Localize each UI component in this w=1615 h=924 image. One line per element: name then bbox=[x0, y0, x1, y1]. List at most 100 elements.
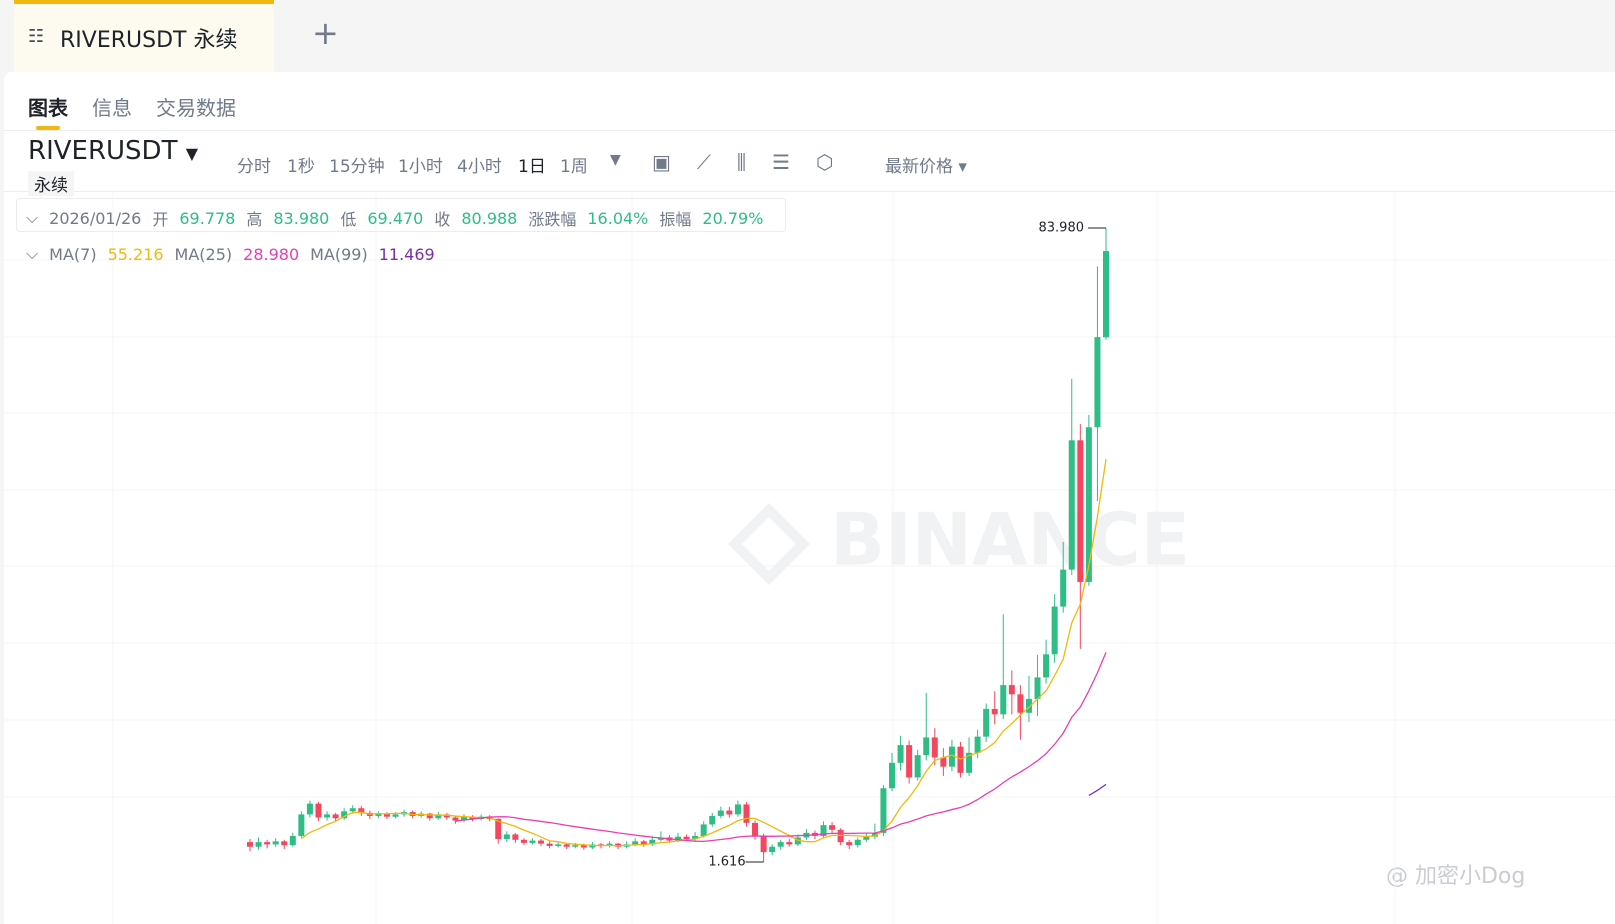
candle-body bbox=[777, 842, 784, 847]
candle-body bbox=[520, 839, 527, 843]
candle-body bbox=[683, 836, 690, 840]
candle-body bbox=[332, 814, 339, 819]
candle-body bbox=[1060, 569, 1067, 607]
interval[interactable]: 1秒 bbox=[287, 157, 315, 177]
readout-row: ⌵ 2026/01/26 开 69.778 高 83.980 低 69.470 收 80.988 涨… bbox=[26, 206, 763, 230]
readout-name: 振幅 bbox=[659, 210, 692, 229]
readout-value: 69.470 bbox=[367, 208, 424, 228]
candle-body bbox=[983, 708, 990, 737]
candle-body bbox=[383, 813, 390, 817]
readout-value: 83.980 bbox=[273, 208, 330, 228]
interval[interactable]: 4小时 bbox=[457, 157, 502, 177]
candle-body bbox=[1025, 698, 1032, 713]
interval[interactable]: 15分钟 bbox=[329, 157, 385, 177]
card bbox=[4, 72, 1615, 924]
ma-line bbox=[1088, 783, 1107, 797]
candle-body bbox=[392, 814, 399, 817]
collapse[interactable]: ⌵ bbox=[26, 208, 39, 227]
candle-body bbox=[289, 835, 296, 846]
candle-body bbox=[709, 815, 716, 825]
ma-name: MA(99) bbox=[310, 244, 368, 264]
price-type[interactable]: 最新价格 ▾ bbox=[885, 157, 967, 177]
symbol-text[interactable]: RIVERUSDT bbox=[28, 136, 178, 166]
candle-body bbox=[854, 839, 861, 846]
candle-body bbox=[1077, 440, 1084, 582]
candle-body bbox=[324, 814, 331, 818]
candle-body bbox=[469, 816, 476, 820]
candle-body bbox=[794, 837, 801, 845]
collapse[interactable]: ⌵ bbox=[26, 244, 39, 263]
candle-body bbox=[863, 836, 870, 840]
candle-body bbox=[991, 708, 998, 715]
ma-line bbox=[300, 459, 1107, 847]
price-type-text[interactable]: 最新价格 bbox=[885, 157, 953, 177]
interval[interactable]: 分时 bbox=[237, 157, 271, 177]
candle-body bbox=[820, 825, 827, 836]
readout-name: 高 bbox=[246, 210, 263, 229]
candle-body bbox=[358, 808, 365, 813]
candle-body bbox=[306, 803, 313, 815]
candle-body bbox=[974, 736, 981, 753]
interval[interactable]: 1周 bbox=[560, 157, 588, 177]
candle-body bbox=[1103, 251, 1109, 338]
interval-more: ▼ bbox=[610, 152, 621, 168]
tab[interactable]: RIVERUSDT 永续 bbox=[14, 0, 274, 72]
candle-body bbox=[632, 841, 639, 845]
subnav-tab[interactable]: 信息 bbox=[92, 96, 132, 120]
candle-body bbox=[829, 825, 836, 830]
candle-body bbox=[914, 755, 921, 778]
tab-icon: ☷ bbox=[28, 26, 45, 47]
readout-value: 16.04% bbox=[587, 208, 649, 228]
candle-body bbox=[512, 834, 519, 840]
ma-name: MA(25) bbox=[174, 244, 233, 264]
interval[interactable]: 1小时 bbox=[398, 157, 443, 177]
ma-line bbox=[455, 652, 1107, 843]
candle-body bbox=[435, 814, 442, 819]
ma-name: MA(7) bbox=[49, 244, 97, 264]
subnav-tab[interactable]: 图表 bbox=[28, 96, 68, 120]
candle-body bbox=[264, 842, 271, 845]
symbol[interactable]: RIVERUSDT ▼ bbox=[28, 136, 199, 166]
candle-body bbox=[923, 737, 930, 756]
candle-body bbox=[375, 813, 382, 816]
candle-body bbox=[1068, 440, 1075, 570]
candle-body bbox=[675, 836, 681, 841]
candle-body bbox=[649, 839, 656, 845]
candle-body bbox=[503, 834, 510, 840]
candle-body bbox=[538, 840, 545, 844]
ma-value: 28.980 bbox=[243, 244, 300, 264]
readout-name: 开 bbox=[152, 210, 169, 229]
candle-body bbox=[341, 811, 348, 819]
candle-body bbox=[752, 822, 759, 836]
tool-icons[interactable]: ▣⟋⫼☰⬡ bbox=[652, 150, 860, 174]
candle-body bbox=[769, 846, 776, 853]
candle-body bbox=[555, 844, 562, 846]
candle-body bbox=[1051, 606, 1058, 655]
candle-body bbox=[717, 810, 724, 816]
tab-title[interactable]: RIVERUSDT 永续 bbox=[60, 28, 238, 53]
candle-body bbox=[640, 841, 647, 845]
candle-body bbox=[298, 814, 305, 836]
candle-body bbox=[1017, 694, 1024, 713]
readout-value: 20.79% bbox=[702, 208, 764, 228]
add-tab[interactable]: + bbox=[312, 14, 339, 52]
candle-body bbox=[906, 745, 913, 778]
high-label: 83.980 bbox=[1039, 221, 1085, 236]
low-label: 1.616 bbox=[708, 855, 745, 870]
candle-body bbox=[281, 841, 288, 846]
candle-body bbox=[443, 814, 450, 818]
candle-body bbox=[452, 817, 459, 821]
divider bbox=[4, 191, 1615, 192]
candle-body bbox=[966, 752, 973, 773]
candle-body bbox=[572, 845, 579, 847]
candle-body bbox=[889, 762, 895, 789]
subnav-tab[interactable]: 交易数据 bbox=[156, 96, 236, 120]
candle-body bbox=[247, 842, 253, 847]
candle-body bbox=[1008, 685, 1015, 695]
candle-body bbox=[315, 803, 322, 818]
candle-body bbox=[255, 842, 262, 847]
interval[interactable]: 1日 bbox=[518, 157, 546, 177]
ma-value: 55.216 bbox=[107, 244, 164, 264]
candle-body bbox=[692, 835, 699, 840]
